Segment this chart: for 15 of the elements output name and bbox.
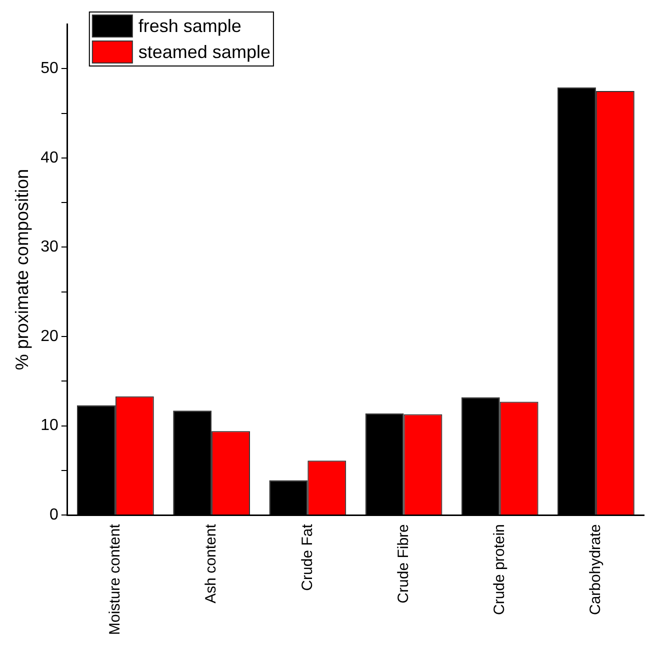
x-tick-label: Ash content xyxy=(202,523,220,604)
x-tick-label: Crude Fibre xyxy=(394,524,412,604)
x-tick-label: Carbohydrate xyxy=(587,524,604,615)
y-tick-label: 20 xyxy=(40,328,58,345)
y-axis-title: % proximate composition xyxy=(12,169,32,370)
legend-label: fresh sample xyxy=(138,16,242,36)
y-tick-label: 40 xyxy=(40,149,58,166)
x-tick-label: Crude Fat xyxy=(298,523,316,591)
y-tick-label: 0 xyxy=(49,506,58,524)
x-tick-label: Moisture content xyxy=(106,523,124,635)
legend-label: steamed sample xyxy=(138,42,270,62)
y-tick-label: 10 xyxy=(40,417,58,434)
x-tick-label: Crude protein xyxy=(490,524,508,615)
y-tick-label: 50 xyxy=(40,60,58,78)
y-tick-label: 30 xyxy=(40,238,58,256)
